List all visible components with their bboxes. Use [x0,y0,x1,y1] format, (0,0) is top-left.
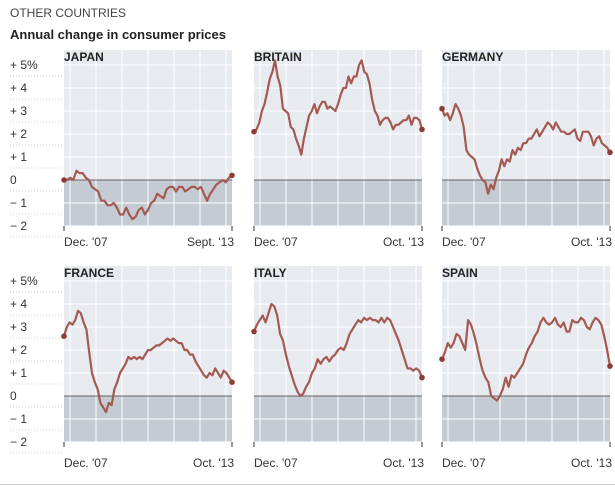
japan-x-start-label: Dec. '07 [64,235,108,249]
italy-panel-title: ITALY [254,266,287,280]
france-start-point [61,333,67,340]
britain-panel-title: BRITAIN [254,50,302,64]
y-tick-label: + 3 [10,104,27,118]
y-tick-label: + 1 [10,366,27,380]
france-panel-title: FRANCE [64,266,114,280]
britain-series-line [252,59,424,156]
spain-end-point [607,363,613,369]
italy-x-start-label: Dec. '07 [254,456,298,470]
france-x-end-label: Oct. '13 [193,456,234,470]
spain-start-point [439,356,445,363]
y-tick-label: + 5% [10,58,38,72]
chart-title: Annual change in consumer prices [10,27,226,42]
japan-panel-title: JAPAN [64,50,104,64]
japan-start-point [61,177,67,183]
germany-end-point [607,149,613,156]
spain-x-end-label: Oct. '13 [571,456,612,470]
y-tick-label: − 2 [10,435,27,449]
france-end-point [229,379,235,386]
kicker-label: OTHER COUNTRIES [10,6,127,20]
italy-series-line [252,302,424,398]
y-tick-label: + 3 [10,320,27,334]
y-tick-label: 0 [10,389,17,403]
japan-end-point [229,172,235,179]
britain-start-point [251,128,257,135]
spain-series-line [440,316,612,402]
y-tick-label: 0 [10,173,17,187]
france-series-line [62,309,234,414]
y-tick-label: + 2 [10,343,27,357]
spain-panel-title: SPAIN [442,266,478,280]
y-tick-label: − 2 [10,219,27,233]
britain-x-end-label: Oct. '13 [383,235,424,249]
germany-x-start-label: Dec. '07 [442,235,486,249]
y-tick-label: + 2 [10,127,27,141]
italy-x-end-label: Oct. '13 [383,456,424,470]
y-tick-label: + 4 [10,297,27,311]
britain-end-point [419,126,425,133]
spain-x-start-label: Dec. '07 [442,456,486,470]
y-tick-label: − 1 [10,412,27,426]
italy-end-point [419,374,425,381]
france-x-start-label: Dec. '07 [64,456,108,470]
germany-start-point [439,105,445,112]
britain-x-start-label: Dec. '07 [254,235,298,249]
japan-x-end-label: Sept. '13 [187,235,234,249]
y-tick-label: + 1 [10,150,27,164]
japan-series-line [62,169,234,221]
italy-start-point [251,328,257,335]
germany-series-line [440,102,612,195]
bottom-divider [0,484,615,485]
y-tick-label: − 1 [10,196,27,210]
germany-panel-title: GERMANY [442,50,503,64]
y-tick-label: + 4 [10,81,27,95]
y-tick-label: + 5% [10,274,38,288]
germany-x-end-label: Oct. '13 [571,235,612,249]
